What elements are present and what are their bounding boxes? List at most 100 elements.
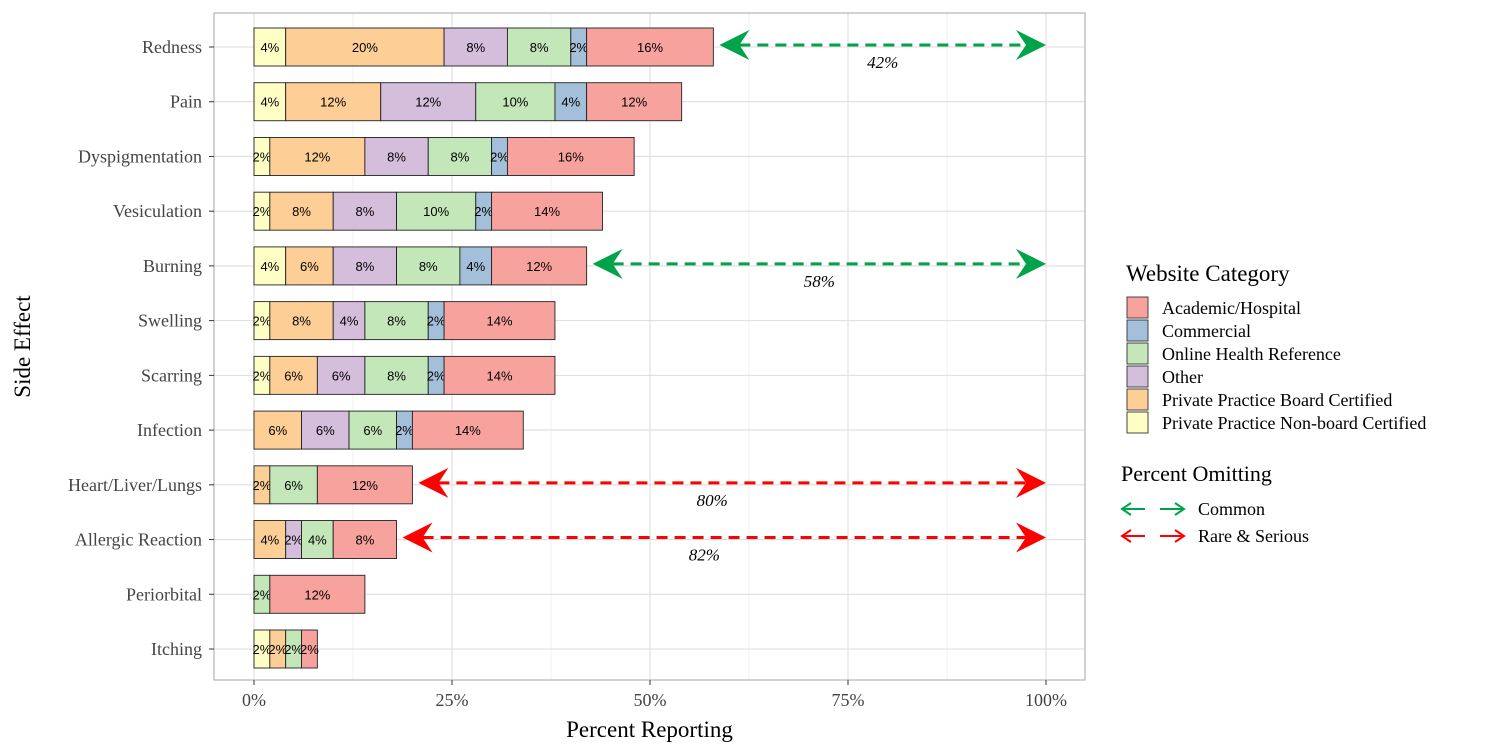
arrow-head-right: [1016, 30, 1046, 60]
annotation-label: 80%: [697, 491, 728, 510]
data-label: 4%: [340, 314, 359, 329]
data-label: 4%: [561, 95, 580, 110]
data-label: 2%: [253, 204, 272, 219]
bar-group: 2% 12%: [253, 574, 366, 614]
bar-segment: [316, 355, 366, 395]
data-label: 8%: [419, 259, 438, 274]
bar-group: 2% 6% 12%: [253, 465, 413, 505]
bar-segment: [332, 246, 398, 286]
bar-segment: [253, 27, 287, 67]
legend-title: Website Category: [1126, 261, 1290, 286]
bar-segment: [269, 301, 334, 341]
data-label: 2%: [427, 368, 446, 383]
legend-swatch: [1126, 342, 1149, 365]
data-label: 14%: [487, 314, 513, 329]
data-label: 8%: [466, 40, 485, 55]
data-label: 8%: [530, 40, 549, 55]
data-label: 4%: [466, 259, 485, 274]
legend-label: Academic/Hospital: [1162, 298, 1301, 318]
x-tick-label: 25%: [436, 690, 469, 710]
arrow-head-right: [1016, 467, 1046, 498]
data-label: 6%: [300, 259, 319, 274]
legend-label: Commercial: [1162, 321, 1251, 341]
legend-swatch: [1126, 388, 1149, 411]
y-tick-label: Vesiculation: [113, 201, 202, 221]
data-label: 2%: [474, 204, 493, 219]
y-tick-label: Pain: [170, 92, 202, 112]
bar-segment: [364, 137, 429, 176]
legend-percent-omitting: Percent Omitting Common Rare & Serious: [1120, 461, 1309, 546]
bar-group: 2% 12% 8% 8% 2% 16%: [253, 137, 635, 176]
data-label: 8%: [355, 204, 374, 219]
data-label: 8%: [451, 149, 470, 164]
data-label: 6%: [284, 478, 303, 493]
bar-group: 6% 6% 6% 2% 14%: [253, 410, 524, 450]
y-tick-label: Infection: [137, 420, 202, 440]
data-label: 2%: [253, 642, 272, 657]
bar-segment: [491, 191, 603, 231]
arrow-head-left: [418, 467, 449, 498]
data-label: 2%: [395, 423, 414, 438]
bar-segment: [253, 520, 287, 559]
bar-segment: [380, 82, 477, 122]
legend-label: Rare & Serious: [1198, 526, 1309, 546]
bar-segment: [269, 574, 366, 614]
data-label: 12%: [304, 587, 330, 602]
data-label: 2%: [253, 478, 272, 493]
bar-segment: [301, 520, 334, 559]
x-tick-label: 75%: [832, 690, 865, 710]
bar-group: 2% 8% 4% 8% 2% 14%: [253, 301, 556, 341]
bar-segment: [443, 27, 508, 67]
bar-segment: [269, 465, 318, 505]
data-label: 8%: [292, 314, 311, 329]
legend-label: Private Practice Non-board Certified: [1162, 413, 1426, 433]
bar-segment: [506, 137, 635, 176]
data-label: 20%: [352, 40, 378, 55]
bar-segment: [269, 137, 366, 176]
legend-label: Online Health Reference: [1162, 344, 1341, 364]
bar-segment: [491, 246, 588, 286]
data-label: 12%: [526, 259, 552, 274]
data-label: 2%: [253, 149, 272, 164]
omission-arrow: 58%: [592, 248, 1046, 291]
data-label: 12%: [415, 95, 441, 110]
y-tick-label: Heart/Liver/Lungs: [68, 475, 202, 495]
legend-label: Common: [1198, 499, 1265, 519]
y-tick-label: Scarring: [141, 365, 202, 385]
arrow-head-right: [1016, 248, 1046, 279]
arrow-head-left: [719, 30, 750, 60]
bar-segment: [396, 191, 477, 231]
bar-segment: [301, 410, 350, 450]
omission-arrow: 82%: [402, 522, 1046, 565]
bar-segment: [475, 82, 556, 122]
bar-segment: [586, 82, 683, 122]
data-label: 12%: [352, 478, 378, 493]
legend-label: Other: [1162, 367, 1203, 387]
data-label: 4%: [260, 259, 279, 274]
data-label: 6%: [268, 423, 287, 438]
data-label: 8%: [292, 204, 311, 219]
y-tick-label: Burning: [143, 256, 202, 276]
bar-segment: [554, 82, 588, 122]
y-axis-title: Side Effect: [10, 295, 35, 398]
data-label: 4%: [260, 40, 279, 55]
y-tick-label: Allergic Reaction: [75, 530, 202, 550]
data-label: 2%: [253, 587, 272, 602]
arrow-head-left: [402, 522, 433, 553]
legend-arrow-right-head: [1174, 529, 1186, 543]
arrow-head-right: [1016, 522, 1046, 553]
bar-group: 4% 2% 4% 8%: [253, 520, 398, 559]
data-label: 2%: [427, 314, 446, 329]
arrow-head-left: [592, 248, 623, 279]
bar-group: 2%2%2%2%: [253, 629, 319, 669]
data-label: 2%: [300, 642, 319, 657]
x-tick-label: 0%: [242, 690, 266, 710]
data-label: 2%: [268, 642, 287, 657]
legend-title: Percent Omitting: [1121, 461, 1272, 486]
data-label: 16%: [637, 40, 663, 55]
x-tick-label: 50%: [634, 690, 667, 710]
data-label: 8%: [387, 368, 406, 383]
bar-group: 2% 8% 8% 10% 2% 14%: [253, 191, 603, 231]
x-axis-title: Percent Reporting: [566, 717, 733, 742]
